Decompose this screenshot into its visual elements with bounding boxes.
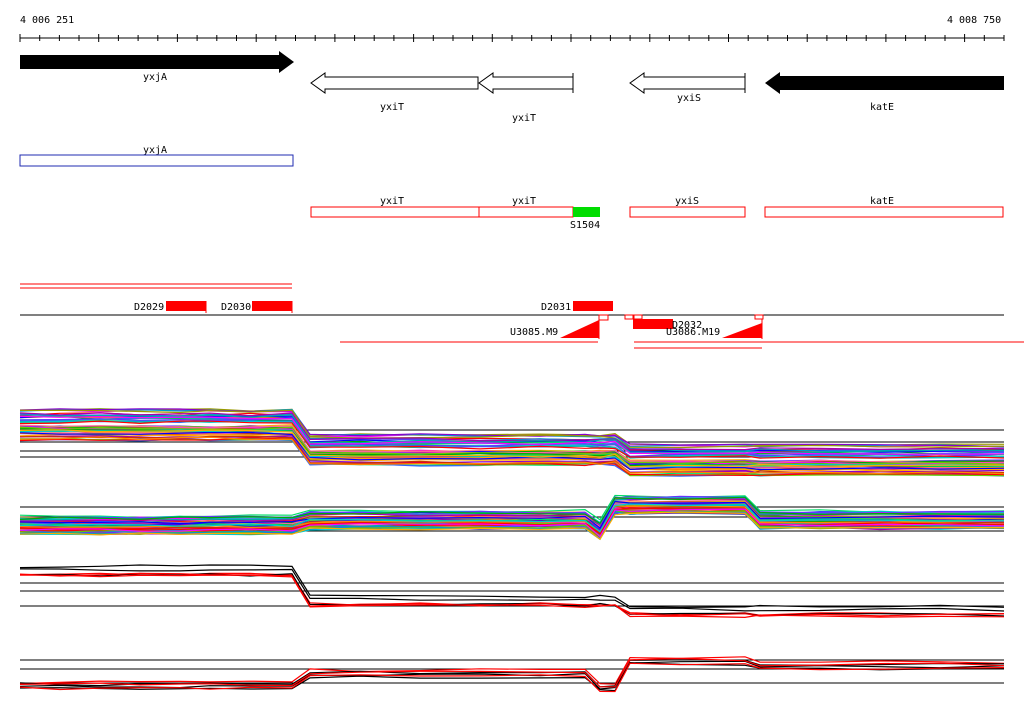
annotation-box-yxiT-1[interactable] <box>310 206 480 218</box>
box-label-katE: katE <box>870 196 894 207</box>
gene-label-katE: katE <box>870 102 894 113</box>
gene-arrow-katE[interactable] <box>765 72 1004 94</box>
feature-label-D2030: D2030 <box>221 302 251 313</box>
box-label-yxiS: yxiS <box>675 196 699 207</box>
gene-arrow-yxjA[interactable] <box>20 51 294 73</box>
feature-D2032[interactable] <box>633 319 673 329</box>
feature-label-U3085: U3085.M9 <box>510 327 558 338</box>
feature-D2031[interactable] <box>573 301 613 311</box>
gene-arrow-yxiT-1[interactable] <box>310 72 479 94</box>
gene-label-yxiT-1: yxiT <box>380 102 404 113</box>
annotation-box-yxiT-2[interactable] <box>478 206 574 218</box>
gene-label-yxjA: yxjA <box>143 72 167 83</box>
expression-panel-3 <box>19 564 1005 619</box>
gene-track: yxjA yxiT yxiT yxiS katE <box>20 51 1004 124</box>
feature-track: D2029 D2030 D2031 D2032 U3085.M9 U3086.M… <box>20 283 1024 349</box>
annotation-track: yxjA yxiT yxiT S1504 yxiS katE <box>19 145 1004 231</box>
ruler-start-label: 4 006 251 <box>20 15 74 26</box>
ruler-end-label: 4 008 750 <box>947 15 1001 26</box>
segment-S1504[interactable] <box>573 207 600 217</box>
box-label-yxiT-1: yxiT <box>380 196 404 207</box>
feature-D2030[interactable] <box>252 301 292 311</box>
feature-U3085-wedge[interactable] <box>560 320 599 338</box>
ruler-ticks <box>19 34 1005 42</box>
expression-panel-1 <box>19 408 1005 477</box>
gene-label-yxiS: yxiS <box>677 93 701 104</box>
expression-panel-4 <box>19 656 1005 693</box>
annotation-box-yxjA[interactable] <box>19 154 294 167</box>
feature-D2029[interactable] <box>166 301 206 311</box>
feature-label-D2032: D2032 <box>672 320 702 331</box>
feature-label-U3086: U3086.M19 <box>666 327 720 338</box>
gene-arrow-yxiS[interactable] <box>629 72 746 94</box>
annotation-box-katE[interactable] <box>764 206 1004 218</box>
gene-label-yxiT-2: yxiT <box>512 113 536 124</box>
expression-panel-2 <box>19 494 1005 541</box>
segment-label-S1504: S1504 <box>570 220 600 231</box>
feature-label-D2031: D2031 <box>541 302 571 313</box>
annotation-box-yxiS[interactable] <box>629 206 746 218</box>
gene-arrow-yxiT-2[interactable] <box>478 72 574 94</box>
box-label-yxjA: yxjA <box>143 145 167 156</box>
feature-U3086-wedge[interactable] <box>722 323 762 338</box>
feature-label-D2029: D2029 <box>134 302 164 313</box>
box-label-yxiT-2: yxiT <box>512 196 536 207</box>
coordinate-ruler: 4 006 251 4 008 750 <box>19 15 1005 42</box>
